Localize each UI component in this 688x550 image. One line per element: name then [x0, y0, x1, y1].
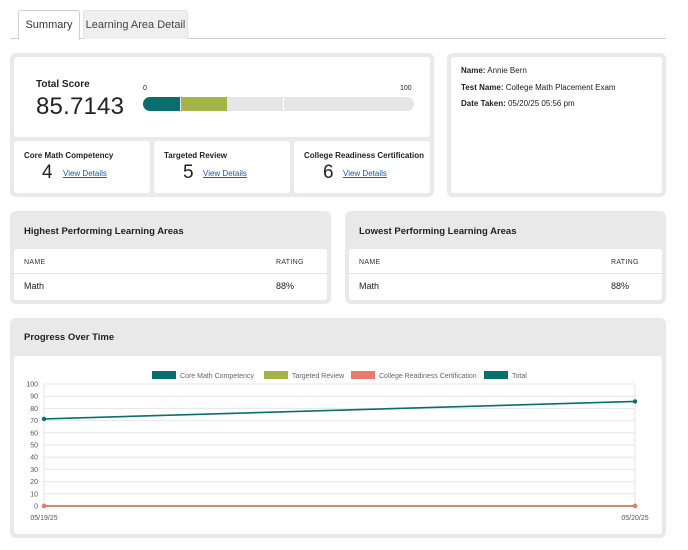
column-header-name: NAME [359, 259, 381, 266]
y-tick-label: 40 [30, 455, 38, 462]
score-bar [143, 97, 414, 111]
tab-bar: Summary Learning Area Detail [10, 10, 666, 40]
highest-performing-panel: Highest Performing Learning Areas NAME R… [10, 211, 331, 304]
legend-label: College Readiness Certification [379, 373, 477, 380]
table-cell-rating: 88% [611, 281, 630, 291]
series-line [43, 400, 636, 420]
y-tick-label: 70 [30, 418, 38, 425]
metric-title: Targeted Review [164, 151, 227, 160]
x-tick-label: 05/20/25 [621, 515, 648, 522]
score-bar-max: 100 [400, 85, 412, 92]
legend-label: Targeted Review [292, 373, 345, 380]
lowest-performing-table: NAME RATING Math 88% [349, 249, 662, 300]
metric-count: 4 [42, 162, 53, 183]
progress-chart: 0 10 20 30 40 50 60 70 80 90 100 05/19/25 05/20/25 Co… [26, 371, 649, 522]
metric-title: Core Math Competency [24, 151, 114, 160]
highest-performing-title: Highest Performing Learning Areas [24, 226, 184, 237]
tab-learning-area-detail[interactable]: Learning Area Detail [83, 10, 188, 39]
total-score-label: Total Score [36, 79, 90, 90]
legend-swatch [264, 371, 288, 379]
lowest-performing-panel: Lowest Performing Learning Areas NAME RA… [345, 211, 666, 304]
table-cell-rating: 88% [276, 281, 295, 291]
legend-swatch [351, 371, 375, 379]
score-bar-core-segment [143, 97, 180, 111]
metric-card-core: Core Math Competency 4 View Details [14, 141, 150, 193]
test-info-card: Name: Annie Bern Test Name: College Math… [451, 57, 662, 193]
score-bar-divider [283, 97, 284, 111]
table-cell-name: Math [359, 281, 380, 291]
y-tick-label: 100 [26, 382, 38, 389]
column-header-name: NAME [24, 259, 46, 266]
total-score-value: 85.7143 [36, 93, 125, 120]
data-point [41, 416, 47, 422]
score-bar-targeted-segment [181, 97, 227, 111]
metric-count: 6 [323, 162, 334, 183]
view-details-link[interactable]: View Details [63, 169, 107, 178]
metric-count: 5 [183, 162, 194, 183]
y-tick-label: 30 [30, 467, 38, 474]
progress-panel: Progress Over Time 0 10 20 30 40 50 60 70 80 90 10… [10, 318, 666, 538]
data-point [632, 503, 638, 509]
view-details-link[interactable]: View Details [343, 169, 387, 178]
y-tick-label: 0 [34, 504, 38, 511]
y-tick-label: 60 [30, 430, 38, 437]
view-details-link[interactable]: View Details [203, 169, 247, 178]
data-point [41, 503, 47, 509]
metric-card-college-readiness: College Readiness Certification 6 View D… [294, 141, 430, 193]
y-tick-label: 20 [30, 479, 38, 486]
legend-label: Total [512, 373, 527, 380]
y-tick-label: 90 [30, 394, 38, 401]
column-header-rating: RATING [611, 259, 639, 266]
y-tick-label: 80 [30, 406, 38, 413]
y-tick-label: 50 [30, 443, 38, 450]
table-divider [349, 273, 662, 274]
legend-swatch [152, 371, 176, 379]
summary-panel: Total Score 85.7143 0 100 Core Math Comp… [10, 53, 434, 197]
column-header-rating: RATING [276, 259, 304, 266]
test-name: Test Name: College Math Placement Exam [461, 83, 616, 92]
metric-card-targeted: Targeted Review 5 View Details [154, 141, 290, 193]
x-tick-label: 05/19/25 [30, 515, 57, 522]
legend-swatch [484, 371, 508, 379]
data-point [632, 399, 638, 404]
legend-label: Core Math Competency [180, 373, 254, 380]
student-name: Name: Annie Bern [461, 66, 527, 75]
progress-chart-card: 0 10 20 30 40 50 60 70 80 90 100 05/19/25 05/20/25 Co… [14, 356, 662, 534]
metric-title: College Readiness Certification [304, 151, 425, 160]
table-divider [14, 273, 327, 274]
tab-summary[interactable]: Summary [18, 10, 80, 40]
test-info-panel: Name: Annie Bern Test Name: College Math… [447, 53, 666, 197]
highest-performing-table: NAME RATING Math 88% [14, 249, 327, 300]
date-taken: Date Taken: 05/20/25 05:56 pm [461, 99, 575, 108]
y-tick-label: 10 [30, 491, 38, 498]
table-cell-name: Math [24, 281, 45, 291]
progress-title: Progress Over Time [24, 332, 115, 343]
lowest-performing-title: Lowest Performing Learning Areas [359, 226, 517, 237]
score-bar-min: 0 [143, 85, 147, 92]
total-score-card: Total Score 85.7143 0 100 [14, 57, 430, 137]
